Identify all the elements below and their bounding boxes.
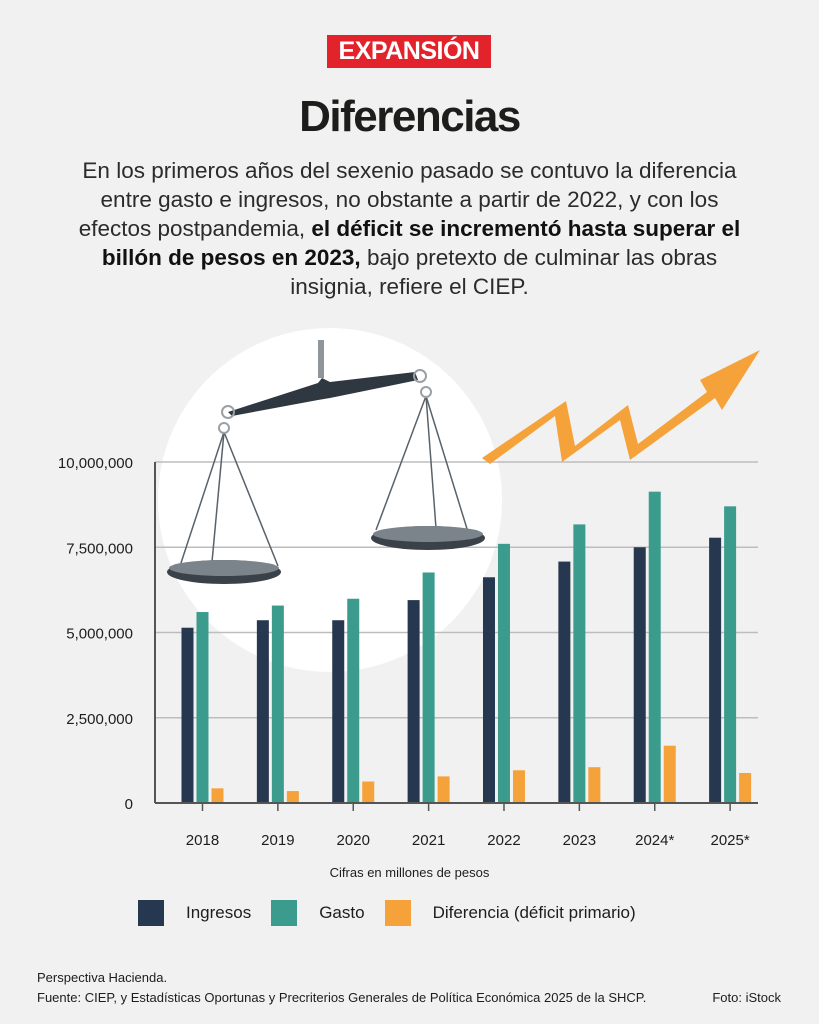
balance-scale-icon (167, 340, 485, 584)
footer-note: Perspectiva Hacienda. (37, 970, 168, 985)
bar-ingresos-2018 (181, 627, 194, 803)
footer-source: Fuente: CIEP, y Estadísticas Oportunas y… (37, 990, 647, 1005)
legend-label: Gasto (319, 903, 365, 922)
x-tick-label: 2024* (635, 832, 674, 849)
bar-gasto-2019 (271, 605, 284, 803)
x-tick-label: 2022 (487, 832, 520, 849)
page-title: Diferencias (299, 92, 521, 141)
bar-gasto-2022 (497, 543, 510, 803)
y-tick-label: 0 (125, 796, 133, 813)
lead-text-start: En los primeros años del sexenio pasado … (78, 158, 737, 241)
x-tick-label: 2023 (563, 832, 596, 849)
legend-swatch (271, 900, 298, 926)
bar-diferencia-2022 (512, 770, 525, 803)
expansion-logo: EXPANSIÓN (327, 35, 491, 68)
bar-diferencia-2021 (437, 776, 450, 803)
bar-gasto-2018 (196, 612, 209, 803)
lead-text-end: bajo pretexto de culminar las obras insi… (290, 245, 718, 299)
bar-gasto-2025 (724, 506, 737, 803)
illustrations (167, 340, 760, 584)
chart-legend: Ingresos Gasto Diferencia (déficit primari… (138, 900, 656, 926)
bar-ingresos-2025 (709, 537, 722, 803)
decor-circle (158, 328, 502, 672)
axes (154, 462, 758, 811)
unit-note: Cifras en millones de pesos (329, 865, 490, 880)
lead-paragraph: En los primeros años del sexenio pasado … (70, 156, 749, 301)
bar-ingresos-2024 (633, 547, 646, 803)
tick-labels: 10,000,000 7,500,000 5,000,000 2,500,000 0 20… (58, 455, 750, 849)
bar-diferencia-2020 (362, 781, 375, 803)
bars (181, 491, 752, 803)
bar-diferencia-2019 (286, 791, 299, 803)
y-tick-label: 2,500,000 (66, 711, 133, 728)
bar-ingresos-2020 (332, 620, 345, 803)
chart-background (158, 328, 502, 672)
bar-gasto-2023 (573, 524, 586, 803)
bar-diferencia-2025 (739, 772, 752, 803)
bar-diferencia-2024 (663, 745, 676, 803)
bar-diferencia-2018 (211, 788, 224, 803)
y-tick-label: 10,000,000 (58, 455, 133, 472)
bar-ingresos-2019 (256, 620, 269, 803)
legend-item: Gasto (271, 900, 365, 926)
bar-gasto-2020 (347, 598, 360, 803)
bar-ingresos-2022 (482, 577, 495, 803)
photo-credit: Foto: iStock (712, 990, 781, 1005)
bar-ingresos-2021 (407, 600, 420, 803)
x-tick-label: 2019 (261, 832, 294, 849)
bar-gasto-2021 (422, 572, 435, 803)
rising-arrow-icon (482, 350, 760, 464)
bar-ingresos-2023 (558, 561, 571, 803)
x-tick-label: 2025* (711, 832, 750, 849)
legend-swatch (384, 900, 411, 926)
legend-item: Diferencia (déficit primario) (384, 900, 636, 926)
x-tick-label: 2020 (337, 832, 370, 849)
bar-diferencia-2023 (588, 767, 601, 803)
y-tick-label: 5,000,000 (66, 626, 133, 643)
legend-label: Diferencia (déficit primario) (432, 903, 636, 922)
legend-item: Ingresos (138, 900, 251, 926)
legend-swatch (138, 900, 164, 926)
lead-text-bold: el déficit se incrementó hasta superar e… (101, 216, 741, 270)
x-tick-label: 2018 (186, 832, 219, 849)
y-tick-label: 7,500,000 (66, 540, 133, 557)
legend-label: Ingresos (186, 903, 252, 922)
bar-gasto-2024 (648, 491, 661, 803)
x-tick-label: 2021 (412, 832, 445, 849)
